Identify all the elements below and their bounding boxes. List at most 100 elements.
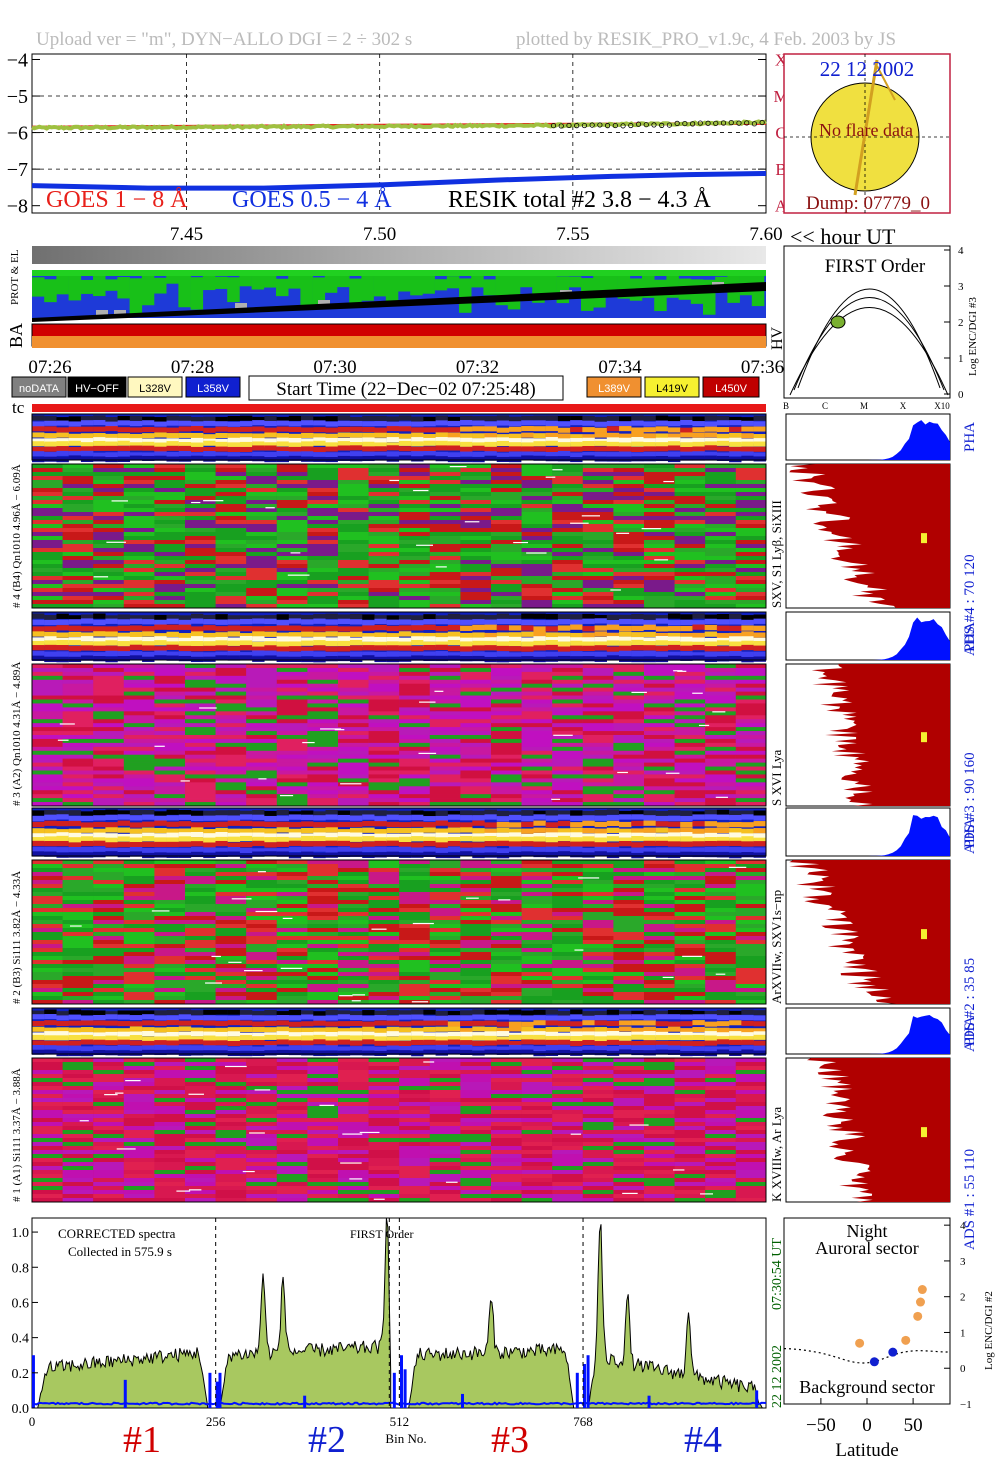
pha-cell — [105, 842, 117, 847]
pha-cell — [179, 815, 191, 820]
pha-cell — [460, 810, 472, 815]
pha-cell — [93, 415, 105, 420]
spectrogram-spike — [419, 702, 435, 703]
spectrogram-cell — [552, 540, 583, 544]
pha-cell — [717, 841, 729, 846]
spectrogram-spike — [265, 507, 274, 508]
spectrogram-cell — [736, 908, 767, 912]
spectrogram-cell — [705, 992, 736, 996]
spectrogram-cell — [613, 512, 644, 516]
pha-cell — [595, 441, 607, 446]
spectrogram-cell — [705, 964, 736, 968]
spectrogram-cell — [246, 964, 277, 968]
spectrogram-cell — [644, 536, 675, 540]
spectrogram-cell — [644, 588, 675, 592]
spectrogram-cell — [552, 723, 583, 727]
spectrogram-cell — [216, 676, 247, 680]
spectrogram-cell — [93, 798, 124, 802]
pha-cell — [754, 626, 766, 631]
spectrogram-cell — [63, 916, 94, 920]
spectrogram-cell — [32, 731, 63, 735]
spectrogram-cell — [63, 596, 94, 600]
spectrogram-cell — [216, 860, 247, 864]
pha-cell — [362, 1010, 374, 1015]
spectrogram-cell — [307, 512, 338, 516]
pha-cell — [118, 814, 130, 819]
spectrogram-cell — [185, 964, 216, 968]
pha-cell — [191, 652, 203, 657]
pha-cell — [680, 447, 692, 452]
pha-cell — [411, 822, 423, 827]
spectrogram-cell — [522, 572, 553, 576]
pha-cell — [448, 632, 460, 637]
spectrogram-cell — [124, 580, 155, 584]
spectrogram-cell — [736, 468, 767, 472]
pha-cell — [240, 1035, 252, 1040]
pha-cell — [448, 1026, 460, 1031]
pha-cell — [423, 417, 435, 422]
spectrogram-cell — [705, 536, 736, 540]
spectrogram-cell — [154, 755, 185, 759]
spectrogram-cell — [644, 916, 675, 920]
spectrogram-cell — [522, 492, 553, 496]
spectrogram-cell — [705, 520, 736, 524]
pha-cell — [717, 633, 729, 638]
spectrogram-cell — [93, 972, 124, 976]
spectrogram-cell — [216, 680, 247, 684]
spectrogram-cell — [307, 576, 338, 580]
pha-cell — [44, 1035, 56, 1040]
pha-cell — [56, 446, 68, 451]
spectrogram-cell — [369, 771, 400, 775]
spectrogram-cell — [154, 676, 185, 680]
spectrogram-cell — [613, 872, 644, 876]
spectrogram-cell — [277, 568, 308, 572]
spectrogram-cell — [583, 940, 614, 944]
spectrogram-cell — [552, 572, 583, 576]
spectrogram-cell — [124, 592, 155, 596]
spectrogram-cell — [32, 592, 63, 596]
prot-green-band — [410, 275, 423, 295]
pha-cell — [595, 446, 607, 451]
spectrogram-cell — [644, 952, 675, 956]
spectrogram-cell — [338, 876, 369, 880]
spectrogram-cell — [583, 888, 614, 892]
legend-goes-short: GOES 0.5 − 4 Å — [232, 187, 392, 213]
pha-cell — [350, 837, 362, 842]
spectrogram-cell — [460, 771, 491, 775]
spectrogram-cell — [277, 508, 308, 512]
spectrogram-cell — [307, 672, 338, 676]
spectrogram-cell — [338, 572, 369, 576]
pha-cell — [105, 815, 117, 820]
spectrogram-cell — [675, 771, 706, 775]
spectrogram-cell — [736, 684, 767, 688]
spectrogram-cell — [399, 492, 430, 496]
spectrogram-cell — [338, 520, 369, 524]
spectrogram-cell — [63, 524, 94, 528]
pha-cell — [264, 428, 276, 433]
spectrogram-cell — [430, 747, 461, 751]
spectrogram-cell — [583, 680, 614, 684]
spectrogram-cell — [185, 751, 216, 755]
pha-cell — [497, 614, 509, 619]
spectrogram-cell — [154, 516, 185, 520]
spectrogram-cell — [460, 560, 491, 564]
pha-cell — [167, 1032, 179, 1037]
pha-cell — [521, 641, 533, 646]
spectrogram-cell — [399, 723, 430, 727]
spectrogram-cell — [307, 888, 338, 892]
pha-cell — [350, 1050, 362, 1055]
pha-cell — [619, 1036, 631, 1041]
pha-cell — [754, 815, 766, 820]
spectrogram-cell — [491, 680, 522, 684]
pha-cell — [448, 828, 460, 833]
spectrogram-cell — [277, 888, 308, 892]
pha-cell — [167, 421, 179, 426]
pha-cell — [191, 822, 203, 827]
pha-cell — [130, 632, 142, 637]
spectrogram-cell — [246, 524, 277, 528]
pha-cell — [240, 1010, 252, 1015]
spectrogram-cell — [675, 707, 706, 711]
pha-cell — [264, 822, 276, 827]
spectrogram-cell — [32, 936, 63, 940]
spectrogram-cell — [246, 751, 277, 755]
